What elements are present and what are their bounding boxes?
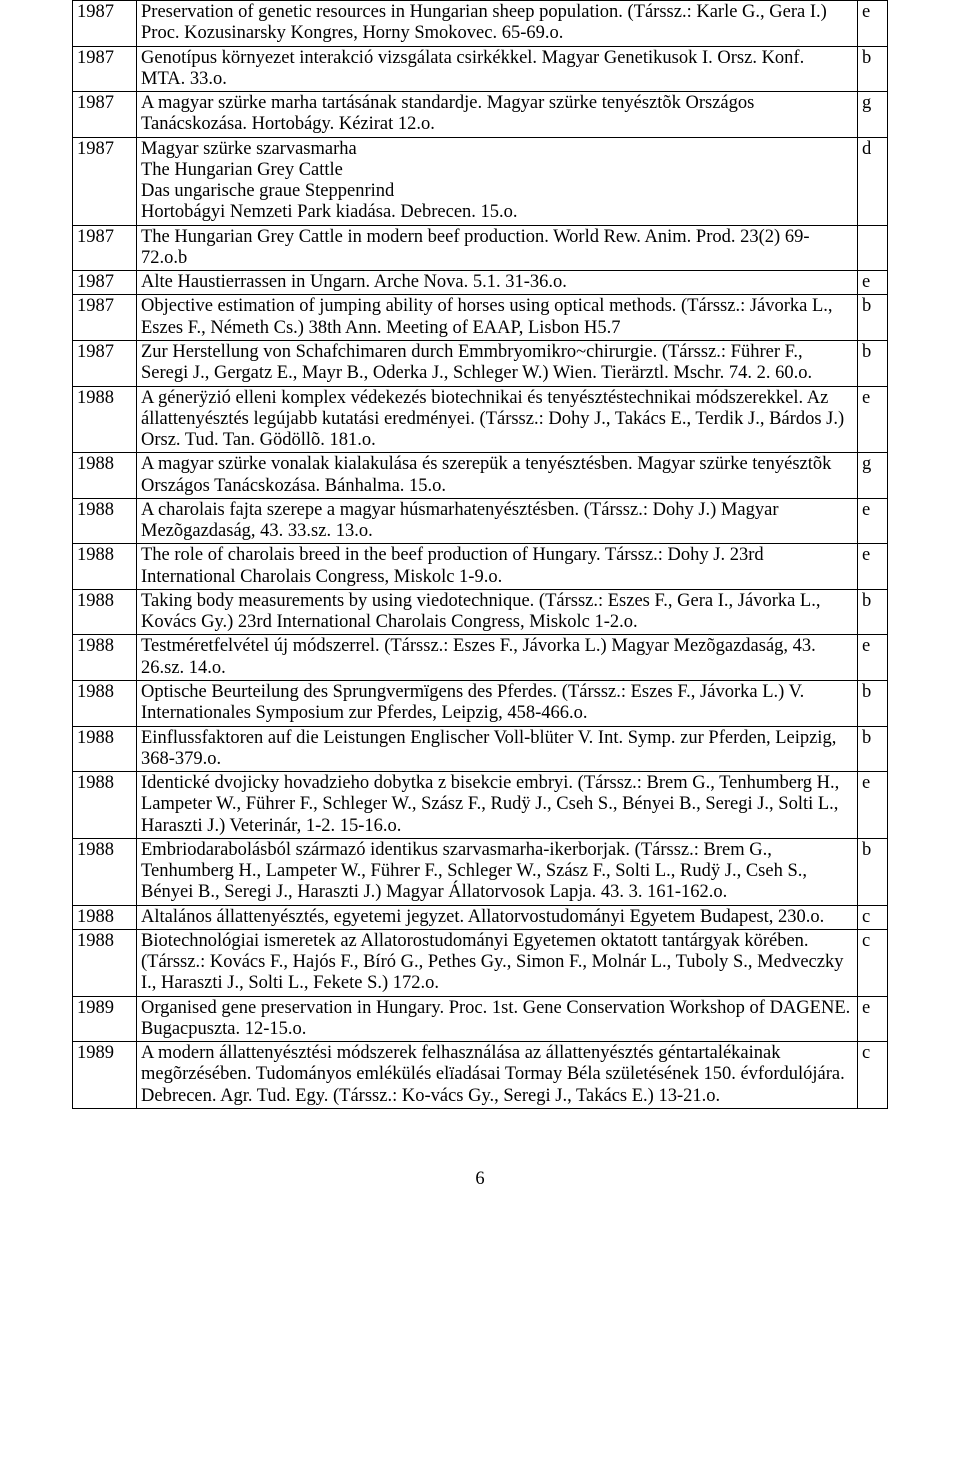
code-cell: e	[858, 996, 888, 1042]
table-row: 1988Taking body measurements by using vi…	[73, 589, 888, 635]
code-cell: e	[858, 1, 888, 47]
table-row: 1988A génerÿzió elleni komplex védekezés…	[73, 386, 888, 453]
description-cell: A modern állattenyésztési módszerek felh…	[137, 1042, 858, 1109]
description-cell: The Hungarian Grey Cattle in modern beef…	[137, 225, 858, 271]
description-cell: Embriodarabolásból származó identikus sz…	[137, 838, 858, 905]
description-cell: Objective estimation of jumping ability …	[137, 295, 858, 341]
table-row: 1988Optische Beurteilung des Sprungvermï…	[73, 680, 888, 726]
description-cell: Biotechnológiai ismeretek az Allatorostu…	[137, 929, 858, 996]
code-cell: b	[858, 680, 888, 726]
description-cell: Testméretfelvétel új módszerrel. (Társsz…	[137, 635, 858, 681]
year-cell: 1987	[73, 92, 137, 138]
table-row: 1988Testméretfelvétel új módszerrel. (Tá…	[73, 635, 888, 681]
code-cell: c	[858, 905, 888, 929]
year-cell: 1988	[73, 726, 137, 772]
table-row: 1988The role of charolais breed in the b…	[73, 544, 888, 590]
code-cell: b	[858, 838, 888, 905]
description-cell: Magyar szürke szarvasmarhaThe Hungarian …	[137, 137, 858, 225]
table-row: 1988Biotechnológiai ismeretek az Allator…	[73, 929, 888, 996]
code-cell: e	[858, 271, 888, 295]
table-row: 1987The Hungarian Grey Cattle in modern …	[73, 225, 888, 271]
page-number: 6	[72, 1169, 888, 1190]
code-cell: d	[858, 137, 888, 225]
code-cell: e	[858, 386, 888, 453]
bibliography-table: 1987Preservation of genetic resources in…	[72, 0, 888, 1109]
code-cell: e	[858, 498, 888, 544]
table-row: 1988Einflussfaktoren auf die Leistungen …	[73, 726, 888, 772]
year-cell: 1988	[73, 772, 137, 839]
description-cell: Altalános állattenyésztés, egyetemi jegy…	[137, 905, 858, 929]
description-cell: Preservation of genetic resources in Hun…	[137, 1, 858, 47]
table-row: 1988Embriodarabolásból származó identiku…	[73, 838, 888, 905]
table-row: 1989A modern állattenyésztési módszerek …	[73, 1042, 888, 1109]
table-row: 1988A charolais fajta szerepe a magyar h…	[73, 498, 888, 544]
code-cell: b	[858, 295, 888, 341]
description-cell: Alte Haustierrassen in Ungarn. Arche Nov…	[137, 271, 858, 295]
code-cell: e	[858, 544, 888, 590]
code-cell: c	[858, 1042, 888, 1109]
table-row: 1987Genotípus környezet interakció vizsg…	[73, 46, 888, 92]
year-cell: 1987	[73, 340, 137, 386]
table-row: 1987Objective estimation of jumping abil…	[73, 295, 888, 341]
table-row: 1987Zur Herstellung von Schafchimaren du…	[73, 340, 888, 386]
table-row: 1988Altalános állattenyésztés, egyetemi …	[73, 905, 888, 929]
code-cell: b	[858, 340, 888, 386]
description-cell: Taking body measurements by using viedot…	[137, 589, 858, 635]
year-cell: 1988	[73, 929, 137, 996]
year-cell: 1988	[73, 680, 137, 726]
description-cell: A charolais fajta szerepe a magyar húsma…	[137, 498, 858, 544]
description-cell: A magyar szürke vonalak kialakulása és s…	[137, 453, 858, 499]
year-cell: 1987	[73, 1, 137, 47]
year-cell: 1989	[73, 996, 137, 1042]
table-row: 1988Identické dvojicky hovadzieho dobytk…	[73, 772, 888, 839]
year-cell: 1988	[73, 544, 137, 590]
table-row: 1987Preservation of genetic resources in…	[73, 1, 888, 47]
year-cell: 1987	[73, 225, 137, 271]
year-cell: 1988	[73, 386, 137, 453]
year-cell: 1988	[73, 589, 137, 635]
code-cell: g	[858, 453, 888, 499]
code-cell	[858, 225, 888, 271]
description-cell: A génerÿzió elleni komplex védekezés bio…	[137, 386, 858, 453]
year-cell: 1988	[73, 453, 137, 499]
table-row: 1987Alte Haustierrassen in Ungarn. Arche…	[73, 271, 888, 295]
year-cell: 1987	[73, 137, 137, 225]
code-cell: c	[858, 929, 888, 996]
document-page: 1987Preservation of genetic resources in…	[0, 0, 960, 1230]
year-cell: 1988	[73, 838, 137, 905]
description-cell: Identické dvojicky hovadzieho dobytka z …	[137, 772, 858, 839]
year-cell: 1987	[73, 271, 137, 295]
year-cell: 1987	[73, 46, 137, 92]
description-cell: Zur Herstellung von Schafchimaren durch …	[137, 340, 858, 386]
code-cell: b	[858, 46, 888, 92]
description-cell: A magyar szürke marha tartásának standar…	[137, 92, 858, 138]
description-cell: Einflussfaktoren auf die Leistungen Engl…	[137, 726, 858, 772]
description-cell: The role of charolais breed in the beef …	[137, 544, 858, 590]
year-cell: 1988	[73, 635, 137, 681]
code-cell: b	[858, 589, 888, 635]
year-cell: 1988	[73, 498, 137, 544]
description-cell: Genotípus környezet interakció vizsgálat…	[137, 46, 858, 92]
year-cell: 1987	[73, 295, 137, 341]
table-row: 1987Magyar szürke szarvasmarhaThe Hungar…	[73, 137, 888, 225]
description-cell: Organised gene preservation in Hungary. …	[137, 996, 858, 1042]
year-cell: 1988	[73, 905, 137, 929]
table-row: 1987A magyar szürke marha tartásának sta…	[73, 92, 888, 138]
code-cell: e	[858, 772, 888, 839]
code-cell: b	[858, 726, 888, 772]
description-cell: Optische Beurteilung des Sprungvermïgens…	[137, 680, 858, 726]
table-row: 1989Organised gene preservation in Hunga…	[73, 996, 888, 1042]
code-cell: e	[858, 635, 888, 681]
year-cell: 1989	[73, 1042, 137, 1109]
table-row: 1988A magyar szürke vonalak kialakulása …	[73, 453, 888, 499]
code-cell: g	[858, 92, 888, 138]
